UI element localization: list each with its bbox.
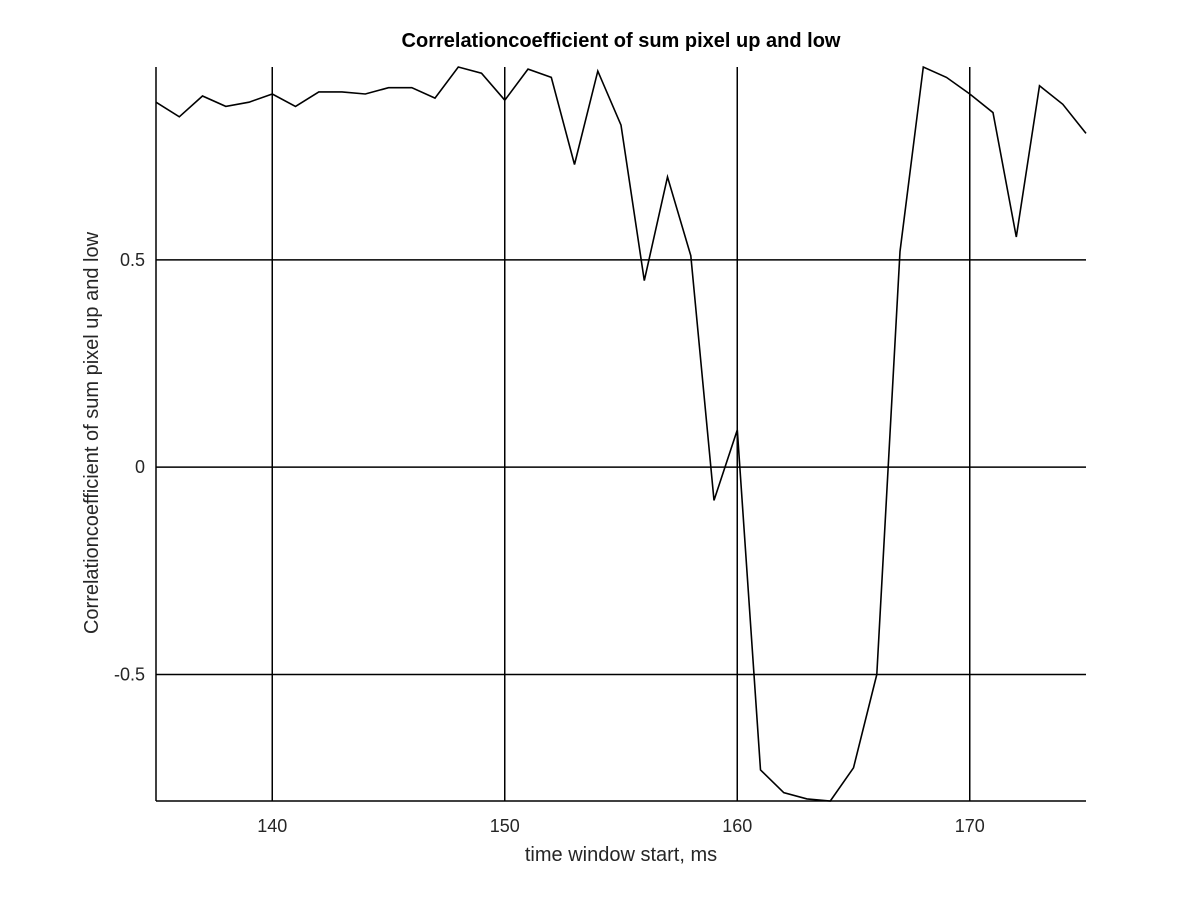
grid bbox=[156, 67, 1086, 801]
y-axis-label: Correlationcoefficient of sum pixel up a… bbox=[81, 231, 103, 634]
y-tick-label: 0.5 bbox=[120, 250, 145, 270]
series-line bbox=[155, 65, 1087, 802]
axes bbox=[155, 67, 1086, 802]
x-axis-label: time window start, ms bbox=[525, 844, 717, 866]
y-axis-ticks: -0.5 0 0.5 bbox=[114, 250, 145, 685]
y-tick-label: 0 bbox=[135, 457, 145, 477]
x-axis-ticks: 140 150 160 170 bbox=[257, 816, 985, 836]
x-tick-label: 140 bbox=[257, 816, 287, 836]
series-group bbox=[155, 65, 1087, 802]
x-tick-label: 170 bbox=[955, 816, 985, 836]
x-tick-label: 160 bbox=[722, 816, 752, 836]
x-tick-label: 150 bbox=[490, 816, 520, 836]
chart-title: Correlationcoefficient of sum pixel up a… bbox=[402, 30, 841, 52]
y-tick-label: -0.5 bbox=[114, 665, 145, 685]
